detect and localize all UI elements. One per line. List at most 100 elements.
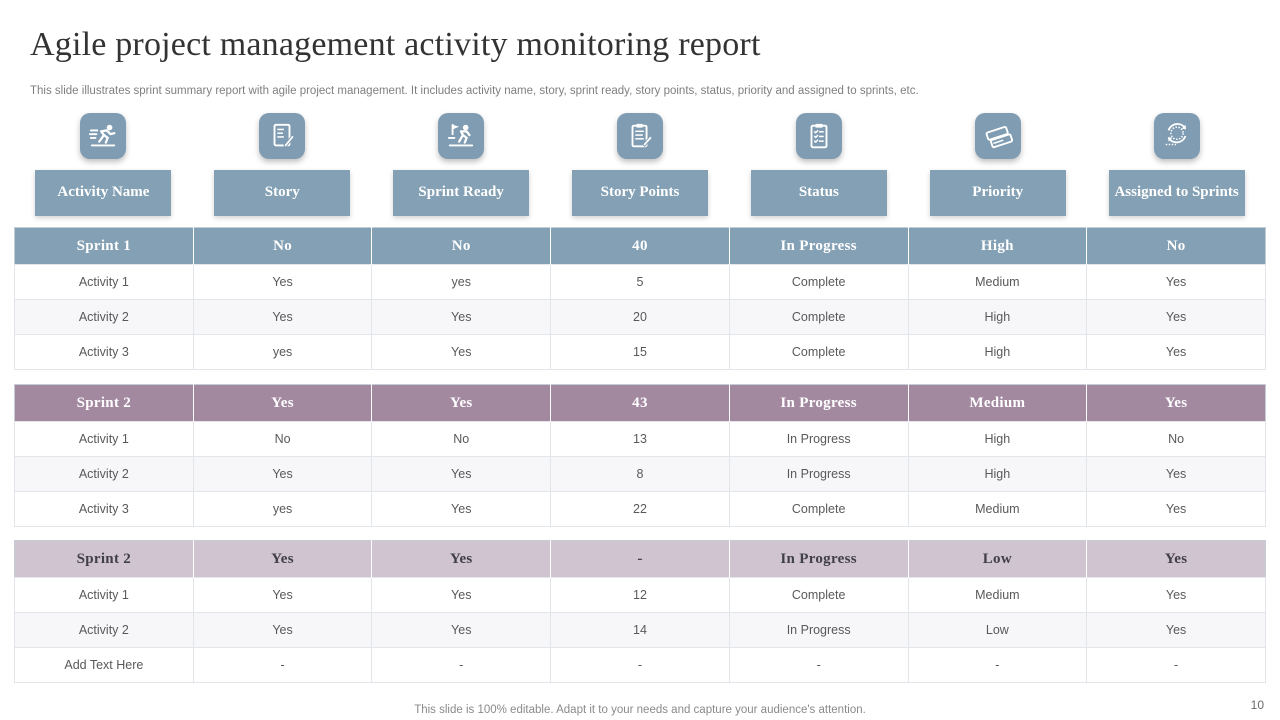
cell: High [907, 421, 1088, 457]
cell: - [371, 647, 552, 683]
table-row: Activity 2 Yes Yes 14 In Progress Low Ye… [14, 612, 1266, 648]
sprint-2b-table: Sprint 2 Yes Yes - In Progress Low Yes A… [14, 540, 1266, 683]
sprint-1-header-row: Sprint 1 No No 40 In Progress High No [14, 227, 1266, 265]
cell: Yes [192, 456, 373, 492]
cell: Complete [728, 577, 909, 613]
column-icons-row [14, 113, 1266, 159]
header-cell: Yes [371, 384, 551, 422]
cycle-globe-icon [1153, 113, 1200, 159]
table-row: Activity 1 No No 13 In Progress High No [14, 421, 1266, 457]
header-cell: Yes [371, 540, 551, 578]
column-header-priority: Priority [929, 170, 1066, 216]
cell: Yes [192, 612, 373, 648]
cell: yes [371, 264, 552, 300]
cell: Medium [907, 577, 1088, 613]
slide-subtitle: This slide illustrates sprint summary re… [30, 85, 919, 97]
cell: Activity 3 [14, 334, 194, 370]
table-row: Activity 2 Yes Yes 8 In Progress High Ye… [14, 456, 1266, 492]
cell: 14 [550, 612, 730, 648]
cell: Yes [371, 577, 552, 613]
table-row: Add Text Here - - - - - - [14, 647, 1266, 683]
cell: No [192, 421, 373, 457]
cell: yes [192, 491, 373, 527]
cell: Yes [371, 491, 552, 527]
header-cell: Low [907, 540, 1087, 578]
sprint-label: Sprint 2 [14, 384, 194, 422]
cell: Yes [1086, 612, 1266, 648]
cell: High [907, 299, 1088, 335]
column-headers-row: Activity Name Story Sprint Ready Story P… [14, 170, 1266, 216]
header-cell: Yes [192, 540, 372, 578]
cell: Activity 1 [14, 421, 194, 457]
column-header-story-points: Story Points [571, 170, 708, 216]
header-cell: Yes [192, 384, 372, 422]
column-header-story: Story [214, 170, 351, 216]
header-cell: Yes [1086, 540, 1266, 578]
cell: Yes [1086, 264, 1266, 300]
cell: - [728, 647, 909, 683]
cell: 5 [550, 264, 730, 300]
clipboard-pencil-icon [616, 113, 663, 159]
column-header-sprint-ready: Sprint Ready [393, 170, 530, 216]
cell: Activity 2 [14, 456, 194, 492]
header-cell: No [371, 227, 551, 265]
table-row: Activity 3 yes Yes 15 Complete High Yes [14, 334, 1266, 370]
cell: Activity 3 [14, 491, 194, 527]
cell: 8 [550, 456, 730, 492]
cell: Low [907, 612, 1088, 648]
cell: In Progress [728, 421, 909, 457]
sprint-2-header-row: Sprint 2 Yes Yes 43 In Progress Medium Y… [14, 384, 1266, 422]
header-cell: - [550, 540, 730, 578]
cell: 22 [550, 491, 730, 527]
cell: High [907, 456, 1088, 492]
cell: Yes [192, 577, 373, 613]
page-title: Agile project management activity monito… [30, 26, 761, 63]
cell: Yes [1086, 491, 1266, 527]
cell: - [550, 647, 730, 683]
cell: Medium [907, 491, 1088, 527]
table-row: Activity 3 yes Yes 22 Complete Medium Ye… [14, 491, 1266, 527]
header-cell: Yes [1086, 384, 1266, 422]
table-row: Activity 1 Yes yes 5 Complete Medium Yes [14, 264, 1266, 300]
header-cell: No [1086, 227, 1266, 265]
cell: In Progress [728, 612, 909, 648]
cell: Medium [907, 264, 1088, 300]
page-number: 10 [1250, 698, 1264, 712]
header-cell: High [907, 227, 1087, 265]
cell: Yes [1086, 577, 1266, 613]
clipboard-checklist-icon [795, 113, 842, 159]
sprint-2b-header-row: Sprint 2 Yes Yes - In Progress Low Yes [14, 540, 1266, 578]
cell: Yes [1086, 334, 1266, 370]
cell: Yes [371, 612, 552, 648]
cell: 12 [550, 577, 730, 613]
header-cell: Medium [907, 384, 1087, 422]
cell: Yes [371, 456, 552, 492]
column-header-activity-name: Activity Name [35, 170, 172, 216]
header-cell: 40 [550, 227, 730, 265]
cell: No [371, 421, 552, 457]
cell: yes [192, 334, 373, 370]
cell: Yes [371, 299, 552, 335]
sprint-label: Sprint 1 [14, 227, 194, 265]
header-cell: 43 [550, 384, 730, 422]
header-cell: In Progress [728, 384, 909, 422]
cell: - [192, 647, 373, 683]
cell: Yes [192, 299, 373, 335]
editable-note: This slide is 100% editable. Adapt it to… [414, 704, 866, 716]
cell: Activity 2 [14, 612, 194, 648]
cell: 15 [550, 334, 730, 370]
cell: No [1086, 421, 1266, 457]
add-text-placeholder: Add Text Here [14, 647, 194, 683]
cell: Activity 1 [14, 264, 194, 300]
cell: Complete [728, 264, 909, 300]
cell: Yes [1086, 299, 1266, 335]
sprint-runner-flag-icon [438, 113, 485, 159]
cell: 13 [550, 421, 730, 457]
header-cell: No [192, 227, 372, 265]
cell: - [907, 647, 1088, 683]
cell: Yes [371, 334, 552, 370]
cell: In Progress [728, 456, 909, 492]
column-header-status: Status [750, 170, 887, 216]
cell: Complete [728, 299, 909, 335]
